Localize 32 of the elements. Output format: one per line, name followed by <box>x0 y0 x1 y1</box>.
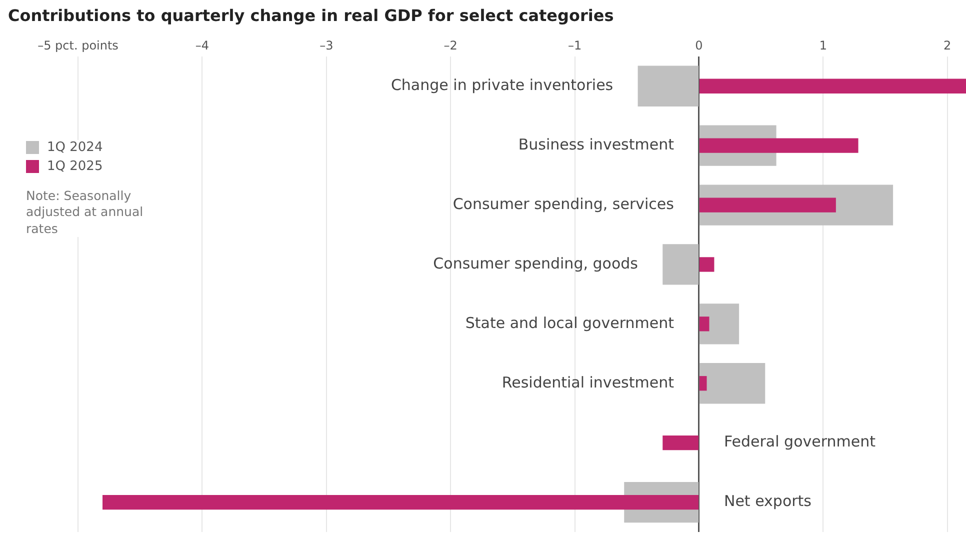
x-tick-label: –3 <box>320 38 334 52</box>
bar <box>699 363 766 404</box>
bar <box>699 376 707 391</box>
x-tick-label: –1 <box>568 38 582 52</box>
y-tick-label: Consumer spending, services <box>452 194 674 213</box>
bar <box>699 257 714 272</box>
x-tick-label: 0 <box>695 38 703 52</box>
bar <box>638 66 699 106</box>
legend-label: 1Q 2025 <box>47 159 103 174</box>
bar <box>662 435 699 450</box>
x-tick-label: 2 <box>944 38 952 52</box>
legend-label: 1Q 2024 <box>47 140 103 155</box>
y-tick-label: Consumer spending, goods <box>433 254 638 272</box>
bar <box>699 138 858 153</box>
bar <box>699 78 966 94</box>
bar <box>699 198 836 212</box>
y-tick-label: Change in private inventories <box>390 76 614 94</box>
x-tick-label: –5 pct. points <box>38 38 118 52</box>
x-tick-label: –4 <box>195 38 210 52</box>
bar <box>662 244 699 285</box>
bar <box>699 316 710 332</box>
chart-title: Contributions to quarterly change in real GDP for select categories <box>8 6 614 25</box>
x-tick-label: –2 <box>444 38 458 52</box>
bar <box>102 494 699 510</box>
y-tick-label: Federal government <box>724 432 876 451</box>
annotation: Note: Seasonally adjusted at annual rates <box>26 188 144 237</box>
y-tick-label: Business investment <box>518 135 674 154</box>
y-tick-label: Net exports <box>724 492 812 510</box>
bar <box>699 304 740 344</box>
y-tick-label: State and local government <box>465 314 674 332</box>
y-tick-label: Residential investment <box>502 373 674 392</box>
x-tick-label: 1 <box>819 38 827 52</box>
